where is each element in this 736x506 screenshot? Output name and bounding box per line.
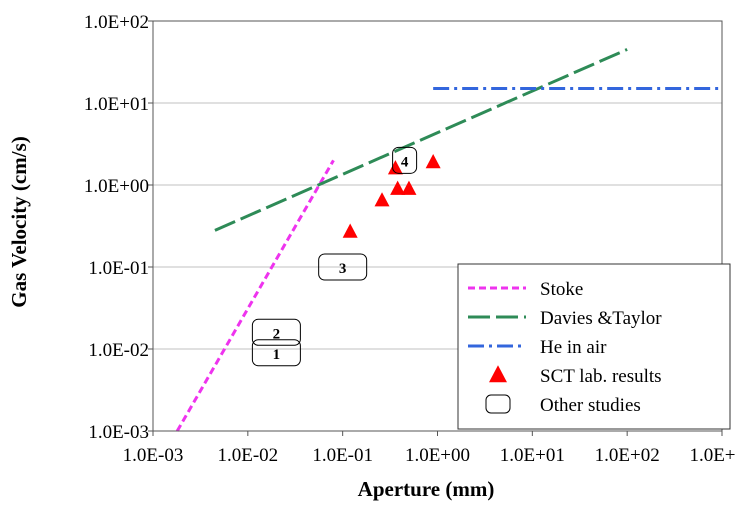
legend-label: Davies &Taylor <box>540 308 662 329</box>
box-outline <box>251 339 301 367</box>
other-study-box: 2 <box>251 318 301 346</box>
plot-area: 1 2 3 4 <box>175 48 722 432</box>
x-tick-label: 1.0E-01 <box>312 445 373 466</box>
legend-label: He in air <box>540 337 607 358</box>
data-point-triangle <box>425 154 441 169</box>
series-line <box>214 48 628 232</box>
data-point-triangle <box>390 180 406 195</box>
legend: Stoke Davies &Taylor He in air SCT lab. res… <box>457 263 731 430</box>
x-tick-label: 1.0E-02 <box>217 445 278 466</box>
data-point-triangle <box>401 180 417 195</box>
y-tick-label: 1.0E+02 <box>84 12 149 33</box>
y-tick-label: 1.0E+00 <box>84 176 149 197</box>
box-outline <box>251 318 301 346</box>
x-tick-label: 1.0E-03 <box>123 445 184 466</box>
y-tick-label: 1.0E-01 <box>88 258 149 279</box>
other-study-box: 3 <box>318 253 368 281</box>
series-line <box>175 159 335 432</box>
legend-label: Other studies <box>540 395 641 416</box>
box-label: 4 <box>401 154 409 170</box>
box-label: 1 <box>273 347 281 363</box>
box-label: 3 <box>339 261 347 277</box>
axis-ticks: 1.0E-03 1.0E-02 1.0E-01 1.0E+00 1.0E+01 1.0E+… <box>84 12 736 466</box>
legend-label: SCT lab. results <box>540 366 662 387</box>
legend-label: Stoke <box>540 279 583 300</box>
other-study-box: 1 <box>251 339 301 367</box>
legend-triangle-swatch <box>489 365 507 383</box>
legend-box-swatch <box>485 394 511 414</box>
other-study-box: 4 <box>392 146 418 174</box>
y-tick-label: 1.0E-02 <box>88 340 149 361</box>
box-outline <box>392 146 418 174</box>
y-tick-label: 1.0E+01 <box>84 94 149 115</box>
box-label: 2 <box>273 326 281 342</box>
x-tick-label: 1.0E+01 <box>500 445 565 466</box>
y-axis-title: Gas Velocity (cm/s) <box>7 136 31 307</box>
x-tick-label: 1.0E+00 <box>405 445 470 466</box>
x-tick-label: 1.0E+03 <box>689 445 736 466</box>
box-outline <box>318 253 368 281</box>
data-point-triangle <box>387 160 403 175</box>
data-point-triangle <box>374 192 390 207</box>
legend-symbol <box>485 394 511 414</box>
x-axis-title: Aperture (mm) <box>358 477 495 501</box>
y-tick-label: 1.0E-03 <box>88 422 149 443</box>
x-tick-label: 1.0E+02 <box>595 445 660 466</box>
legend-symbol <box>489 365 507 383</box>
data-point-triangle <box>342 223 358 238</box>
